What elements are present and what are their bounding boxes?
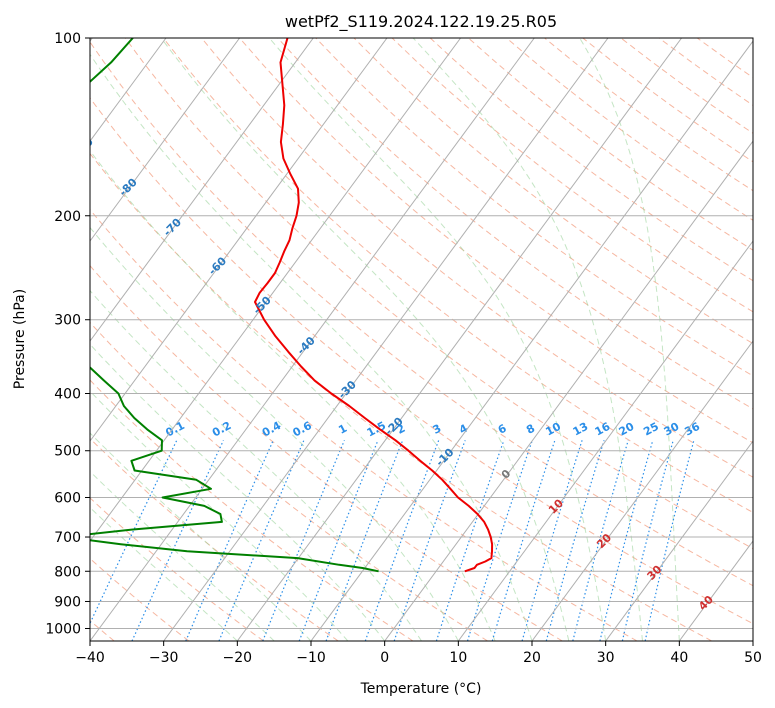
- x-tick-label: 30: [597, 650, 615, 666]
- mixing-ratio-line: [325, 440, 404, 641]
- y-tick-label: 500: [54, 444, 81, 460]
- y-tick-label: 700: [54, 530, 81, 546]
- dry-adiabat: [90, 208, 638, 641]
- y-tick-label: 200: [54, 209, 81, 225]
- y-tick-label: 100: [54, 31, 81, 47]
- mixing-ratio-line: [521, 440, 583, 641]
- mixing-ratio-line: [364, 440, 440, 641]
- isotherm-line: [310, 40, 753, 641]
- axis-ticks: −40 −30 −20 −10 0 10 20 30 40 50 100 200 300 400 500 60…: [45, 31, 762, 666]
- series-lines: [90, 38, 494, 573]
- temperature-line: [254, 38, 494, 573]
- isotherm-line: [90, 38, 314, 342]
- mixing-ratio-label: 30: [662, 420, 682, 439]
- dry-adiabat: [162, 38, 753, 514]
- y-tick-label: 300: [54, 313, 81, 329]
- chart-title: wetPf2_S119.2024.122.19.25.R05: [285, 12, 557, 32]
- mixing-ratio-line: [621, 440, 674, 641]
- mixing-ratio-label: 10: [543, 420, 563, 439]
- mixing-ratio-line: [599, 440, 654, 641]
- moist-adiabat: [268, 38, 607, 641]
- mixing-ratio-label: 20: [617, 420, 637, 439]
- isotherm-label: -90: [73, 135, 96, 158]
- dry-adiabat: [90, 41, 753, 587]
- dry-adiabat: [353, 38, 753, 345]
- dewpoint-line: [90, 38, 379, 573]
- dry-adiabat: [90, 152, 712, 641]
- dry-adiabat: [90, 264, 563, 641]
- x-tick-label: −20: [223, 650, 253, 666]
- y-tick-label: 1000: [45, 621, 81, 637]
- dry-adiabat: [315, 38, 753, 377]
- isotherm-line: [90, 38, 167, 142]
- dry-adiabat: [90, 97, 753, 625]
- moist-adiabat: [90, 506, 238, 641]
- moist-adiabat: [90, 390, 349, 641]
- x-tick-label: 0: [380, 650, 389, 666]
- x-tick-label: −10: [296, 650, 326, 666]
- x-tick-label: 10: [449, 650, 467, 666]
- x-axis-label: Temperature (°C): [360, 681, 482, 697]
- y-tick-label: 600: [54, 490, 81, 506]
- isotherm-line: [236, 38, 683, 641]
- moist-adiabats: [90, 38, 680, 641]
- moist-adiabat: [90, 53, 533, 641]
- mixing-ratio-line: [435, 440, 505, 641]
- moist-adiabat: [90, 226, 459, 641]
- moist-adiabat: [90, 289, 422, 641]
- mixing-ratio-line: [491, 440, 556, 641]
- isotherm-line: [457, 240, 753, 641]
- x-tick-label: 50: [744, 650, 762, 666]
- mixing-ratio-line: [466, 440, 533, 641]
- dry-adiabat: [277, 38, 753, 410]
- dry-adiabat: [124, 38, 753, 550]
- x-tick-label: 20: [523, 650, 541, 666]
- mixing-ratio-label: 25: [641, 420, 661, 439]
- isotherm-line: [90, 38, 241, 242]
- isotherm-line: [163, 38, 609, 641]
- mixing-ratio-label: 16: [593, 420, 613, 439]
- moist-adiabat: [579, 38, 680, 641]
- mixing-ratio-line: [644, 440, 695, 641]
- moist-adiabat: [160, 38, 570, 641]
- isotherm-line: [90, 38, 535, 641]
- mixing-ratio-line: [131, 440, 224, 641]
- x-tick-label: −40: [75, 650, 105, 666]
- mixing-ratio-line: [185, 440, 274, 641]
- grid-lines: [90, 38, 753, 641]
- y-tick-label: 900: [54, 594, 81, 610]
- isotherm-line: [531, 340, 753, 641]
- y-tick-label: 800: [54, 564, 81, 580]
- y-tick-label: 400: [54, 387, 81, 403]
- y-axis-label: Pressure (hPa): [12, 289, 28, 389]
- x-tick-label: 40: [670, 650, 688, 666]
- moist-adiabat: [90, 470, 275, 641]
- isotherm-line: [605, 440, 753, 641]
- moist-adiabat: [90, 343, 386, 641]
- mixing-ratio-label: 13: [571, 420, 591, 439]
- plot-frame: [89, 37, 754, 642]
- isotherm-line: [384, 140, 753, 641]
- x-tick-label: −30: [149, 650, 179, 666]
- mixing-ratio-line: [572, 440, 629, 641]
- mixing-ratio-label: 36: [682, 420, 702, 439]
- moist-adiabat: [412, 38, 643, 641]
- isotherm-line: [90, 38, 388, 442]
- mixing-ratio-line: [545, 440, 605, 641]
